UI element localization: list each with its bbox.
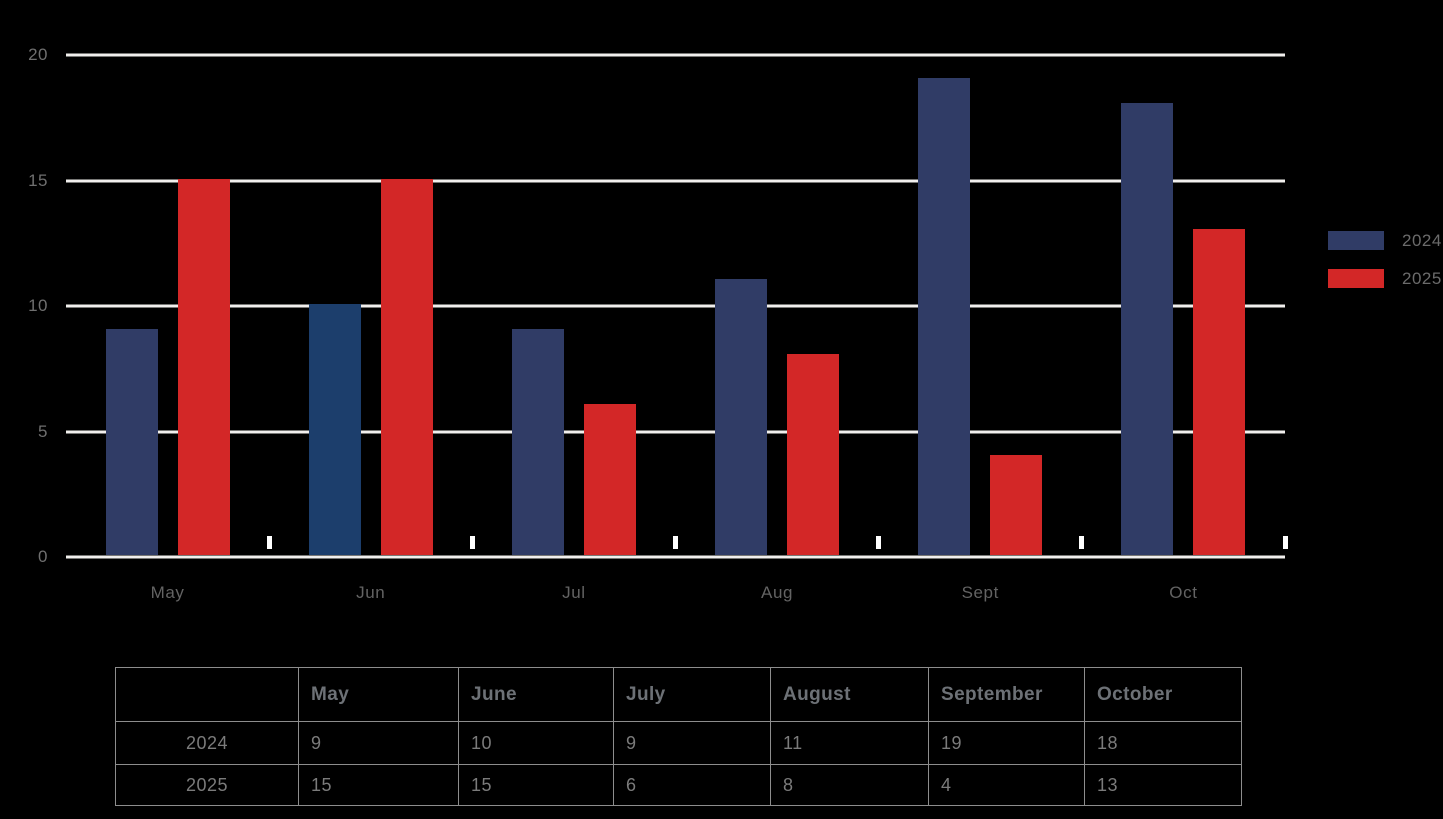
x-axis-tick	[469, 536, 475, 549]
table-header-row: May June July August September October	[115, 667, 1242, 722]
bar-2025-aug	[787, 354, 840, 555]
x-axis-tick	[1079, 536, 1085, 549]
table-row-label: 2025	[115, 764, 299, 806]
bar-2025-sept	[990, 454, 1043, 555]
x-axis-tick	[673, 536, 678, 549]
y-axis-label: 10	[28, 296, 48, 315]
x-axis-tick	[1282, 536, 1288, 549]
x-axis-label-may: May	[150, 583, 185, 602]
bar-2025-jul	[583, 404, 636, 555]
bar-2024-jun	[308, 304, 361, 555]
gridline	[66, 430, 1285, 433]
gridline	[66, 555, 1285, 559]
data-table: May June July August September October 2024 9 1…	[115, 667, 1242, 806]
bar-2024-aug	[715, 278, 768, 555]
bar-2024-may	[105, 329, 158, 555]
table-header-june: June	[458, 667, 614, 722]
table-header-july: July	[613, 667, 771, 722]
bar-2024-oct	[1121, 103, 1174, 555]
legend-swatch-2025	[1328, 269, 1384, 288]
table-row-2025: 2025 15 15 6 8 4 13	[115, 764, 1242, 806]
table-cell: 15	[458, 764, 614, 806]
table-header-october: October	[1084, 667, 1242, 722]
table-cell: 9	[613, 721, 771, 765]
bar-2025-may	[177, 178, 230, 555]
y-axis-label: 15	[28, 170, 48, 190]
table-cell: 6	[613, 764, 771, 806]
table-header-may: May	[298, 667, 459, 722]
table-cell: 18	[1084, 721, 1242, 765]
x-axis-label-oct: Oct	[1169, 583, 1198, 602]
legend-swatch-2024	[1328, 231, 1384, 250]
table-cell: 11	[770, 721, 929, 765]
data-table-head: May June July August September October	[115, 667, 1242, 722]
table-header-september: September	[928, 667, 1085, 722]
x-axis-label-jul: Jul	[562, 583, 586, 602]
table-cell: 9	[298, 721, 459, 765]
legend-item-2025: 2025	[1328, 269, 1442, 288]
x-axis-tick	[266, 536, 272, 549]
table-row-label: 2024	[115, 721, 299, 765]
bar-2025-oct	[1193, 228, 1246, 555]
legend: 2024 2025	[1328, 231, 1442, 307]
table-cell: 13	[1084, 764, 1242, 806]
gridline	[66, 304, 1285, 308]
bar-2025-jun	[380, 178, 433, 555]
table-cell: 15	[298, 764, 459, 806]
table-cell: 8	[770, 764, 929, 806]
table-header-august: August	[770, 667, 929, 722]
table-row-2024: 2024 9 10 9 11 19 18	[115, 721, 1242, 765]
x-axis-label-jun: Jun	[356, 583, 386, 602]
x-axis-label-sept: Sept	[961, 583, 999, 602]
legend-item-2024: 2024	[1328, 231, 1442, 250]
bar-2024-sept	[918, 78, 971, 555]
y-axis-label: 5	[38, 421, 48, 441]
plot-area: 0 5 10 15 20	[28, 45, 1288, 566]
y-axis-label: 20	[28, 45, 48, 64]
table-cell: 10	[458, 721, 614, 765]
x-axis-tick	[876, 536, 882, 549]
gridline	[66, 179, 1285, 182]
gridline	[66, 53, 1285, 57]
table-cell: 4	[928, 764, 1085, 806]
x-axis-label-aug: Aug	[761, 583, 794, 602]
y-axis-label: 0	[38, 547, 48, 566]
table-cell: 19	[928, 721, 1085, 765]
legend-label-2024: 2024	[1402, 230, 1442, 250]
bar-2024-jul	[511, 329, 564, 555]
legend-label-2025: 2025	[1402, 268, 1442, 288]
table-corner-cell	[115, 667, 299, 722]
data-table-body: 2024 9 10 9 11 19 18 2025 15 15 6 8 4 13	[115, 721, 1242, 806]
